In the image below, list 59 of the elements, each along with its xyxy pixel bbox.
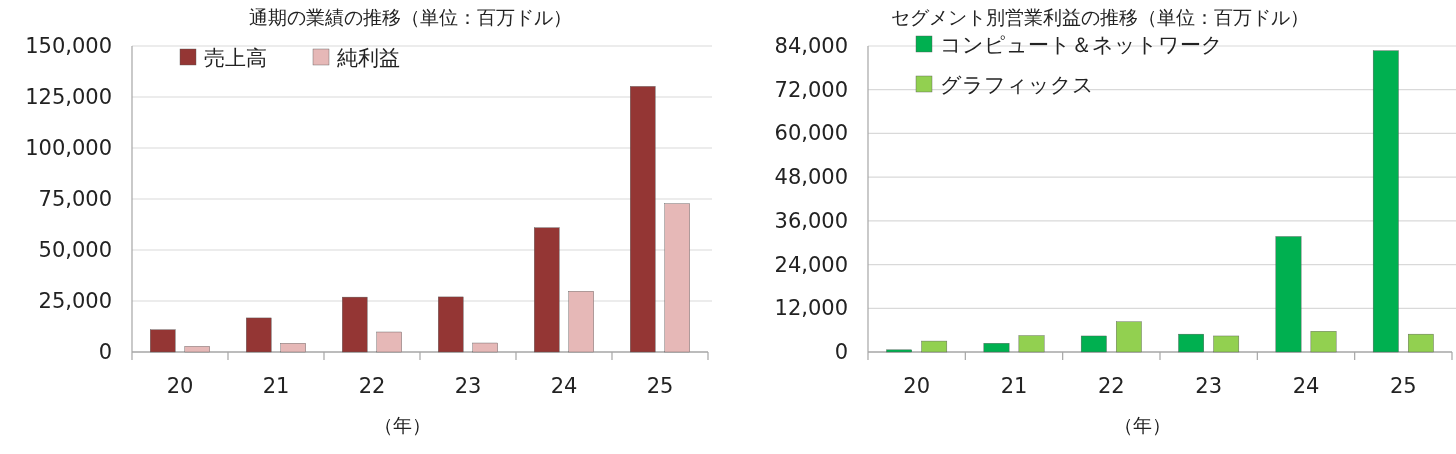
bar (184, 346, 210, 353)
bar (1310, 331, 1337, 353)
y-tick-label: 48,000 (774, 165, 848, 190)
y-tick-label: 50,000 (38, 238, 112, 262)
x-tick-label: 25 (646, 374, 674, 398)
y-tick-label: 60,000 (774, 121, 848, 146)
bar (1275, 236, 1302, 353)
chart-title: 通期の業績の推移（単位：百万ドル） (248, 6, 572, 28)
y-tick-label: 150,000 (25, 34, 112, 58)
bar (376, 331, 402, 353)
bar (246, 317, 272, 353)
x-tick-label: 24 (550, 374, 578, 398)
x-tick-label: 23 (454, 374, 482, 398)
x-tick-label: 20 (903, 374, 931, 398)
bar (1080, 335, 1107, 353)
legend-label: 売上高 (204, 46, 267, 70)
y-tick-label: 100,000 (25, 136, 112, 160)
bar (342, 296, 368, 353)
y-tick-label: 0 (98, 340, 112, 364)
bar (630, 86, 656, 353)
bar (472, 342, 498, 353)
bar (438, 296, 464, 353)
bar (1213, 335, 1240, 353)
y-tick-label: 0 (834, 340, 848, 364)
y-tick-label: 24,000 (774, 252, 848, 277)
x-tick-label: 22 (1097, 374, 1125, 398)
bar (983, 343, 1010, 353)
bar (1116, 321, 1142, 353)
bar (280, 343, 306, 353)
bar (568, 291, 594, 353)
y-tick-label: 84,000 (774, 34, 848, 58)
bar (150, 329, 176, 353)
x-tick-label: 23 (1195, 374, 1223, 398)
y-tick-label: 72,000 (774, 77, 848, 102)
bar (1018, 335, 1045, 353)
bar (921, 340, 948, 353)
x-tick-label: 25 (1389, 374, 1417, 398)
legend-label: コンピュート＆ネットワーク (940, 33, 1223, 57)
bar (886, 349, 912, 353)
y-tick-label: 25,000 (38, 289, 112, 313)
x-tick-label: 21 (1000, 374, 1028, 398)
x-tick-label: 24 (1292, 374, 1320, 398)
legend-label: 純利益 (337, 46, 400, 70)
x-tick-label: 20 (166, 374, 194, 398)
x-axis-title: （年） (373, 414, 431, 436)
bar (1372, 50, 1399, 353)
x-axis-title: （年） (1113, 414, 1171, 436)
bar (1408, 333, 1434, 353)
bar (534, 227, 560, 353)
legend-label: グラフィックス (940, 73, 1094, 97)
chart-title: セグメント別営業利益の推移（単位：百万ドル） (891, 6, 1309, 28)
y-tick-label: 36,000 (774, 208, 848, 233)
x-tick-label: 22 (358, 374, 386, 398)
y-tick-label: 75,000 (38, 187, 112, 211)
bar (1178, 333, 1204, 353)
y-tick-label: 125,000 (25, 85, 112, 109)
x-tick-label: 21 (262, 374, 290, 398)
y-tick-label: 12,000 (774, 296, 848, 321)
bar (664, 203, 690, 353)
